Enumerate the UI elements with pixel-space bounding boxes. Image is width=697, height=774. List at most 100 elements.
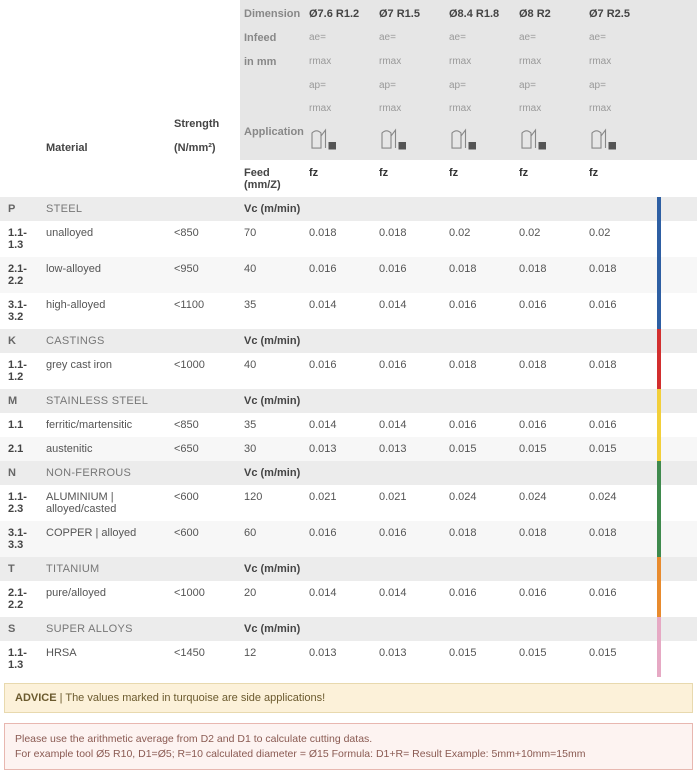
row-material: COPPER | alloyed [42,521,170,557]
row-strength: <1000 [170,581,240,617]
row-fz: 0.018 [445,353,515,389]
row-fz: 0.014 [305,413,375,437]
row-code: 3.1-3.2 [0,293,42,329]
material-group-header: NNON-FERROUSVc (m/min) [0,461,697,485]
row-fz: 0.016 [445,581,515,617]
row-fz: 0.016 [445,413,515,437]
group-code: S [0,617,42,641]
footnote-box: Please use the arithmetic average from D… [4,723,693,770]
row-strength: <1450 [170,641,240,677]
row-code: 2.1-2.2 [0,581,42,617]
row-fz: 0.02 [515,221,585,257]
application-label: Application [240,120,305,160]
row-vc: 35 [240,293,305,329]
row-fz: 0.014 [375,293,445,329]
row-vc: 70 [240,221,305,257]
row-fz: 0.016 [305,521,375,557]
row-vc: 20 [240,581,305,617]
row-fz: 0.016 [515,413,585,437]
row-material: ALUMINIUM | alloyed/casted [42,485,170,521]
row-fz: 0.024 [515,485,585,521]
cutting-data-table: Strength Material (N/mm²) Dimension Ø7.6… [0,0,697,677]
row-vc: 60 [240,521,305,557]
row-fz: 0.016 [375,353,445,389]
row-fz: 0.015 [515,437,585,461]
row-fz: 0.015 [585,437,655,461]
table-row: 2.1-2.2pure/alloyed<1000200.0140.0140.01… [0,581,697,617]
row-strength: <1100 [170,293,240,329]
row-fz: 0.015 [585,641,655,677]
vc-label: Vc (m/min) [240,197,305,221]
table-row: 2.1-2.2low-alloyed<950400.0160.0160.0180… [0,257,697,293]
row-material: low-alloyed [42,257,170,293]
material-group-header: KCASTINGSVc (m/min) [0,329,697,353]
row-fz: 0.018 [305,221,375,257]
row-material: HRSA [42,641,170,677]
row-code: 1.1-1.2 [0,353,42,389]
row-fz: 0.013 [305,641,375,677]
application-icon [375,120,445,160]
row-fz: 0.018 [445,521,515,557]
row-fz: 0.018 [585,353,655,389]
feed-label: Feed (mm/Z) [240,161,305,197]
group-code: P [0,197,42,221]
row-fz: 0.018 [445,257,515,293]
material-group-header: TTITANIUMVc (m/min) [0,557,697,581]
row-code: 1.1 [0,413,42,437]
group-name: CASTINGS [42,329,170,353]
row-fz: 0.015 [515,641,585,677]
footnote-line-2: For example tool Ø5 R10, D1=Ø5; R=10 cal… [15,747,682,762]
row-fz: 0.016 [445,293,515,329]
row-fz: 0.014 [305,581,375,617]
row-fz: 0.015 [445,641,515,677]
group-code: K [0,329,42,353]
table-row: 3.1-3.2high-alloyed<1100350.0140.0140.01… [0,293,697,329]
application-icon [585,120,655,160]
dimension-label: Dimension [240,0,305,26]
row-fz: 0.016 [305,353,375,389]
table-row: 1.1-2.3ALUMINIUM | alloyed/casted<600120… [0,485,697,521]
row-fz: 0.016 [375,257,445,293]
row-fz: 0.018 [515,257,585,293]
row-material: unalloyed [42,221,170,257]
row-fz: 0.018 [515,521,585,557]
row-code: 1.1-2.3 [0,485,42,521]
row-strength: <650 [170,437,240,461]
row-vc: 120 [240,485,305,521]
group-name: TITANIUM [42,557,170,581]
material-group-header: PSTEEL Vc (m/min) [0,197,697,221]
row-fz: 0.018 [585,257,655,293]
row-fz: 0.013 [375,641,445,677]
row-material: high-alloyed [42,293,170,329]
row-code: 1.1-1.3 [0,221,42,257]
advice-box: ADVICE | The values marked in turquoise … [4,683,693,713]
row-strength: <600 [170,485,240,521]
row-fz: 0.016 [585,293,655,329]
col-dim-5: Ø7 R2.5 [585,0,655,26]
row-material: pure/alloyed [42,581,170,617]
group-name: STEEL [42,197,170,221]
table-row: 2.1austenitic<650300.0130.0130.0150.0150… [0,437,697,461]
row-fz: 0.014 [375,413,445,437]
application-icon [515,120,585,160]
row-fz: 0.02 [445,221,515,257]
row-fz: 0.021 [305,485,375,521]
col-dim-2: Ø7 R1.5 [375,0,445,26]
vc-label: Vc (m/min) [240,389,305,413]
row-strength: <600 [170,521,240,557]
strength-unit: (N/mm²) [170,136,240,160]
row-material: grey cast iron [42,353,170,389]
row-fz: 0.024 [445,485,515,521]
row-fz: 0.016 [305,257,375,293]
row-strength: <950 [170,257,240,293]
row-vc: 30 [240,437,305,461]
row-vc: 40 [240,257,305,293]
footnote-line-1: Please use the arithmetic average from D… [15,732,682,747]
application-icon [305,120,375,160]
row-fz: 0.021 [375,485,445,521]
row-fz: 0.014 [375,581,445,617]
row-vc: 40 [240,353,305,389]
group-code: M [0,389,42,413]
col-dim-4: Ø8 R2 [515,0,585,26]
row-fz: 0.016 [515,293,585,329]
